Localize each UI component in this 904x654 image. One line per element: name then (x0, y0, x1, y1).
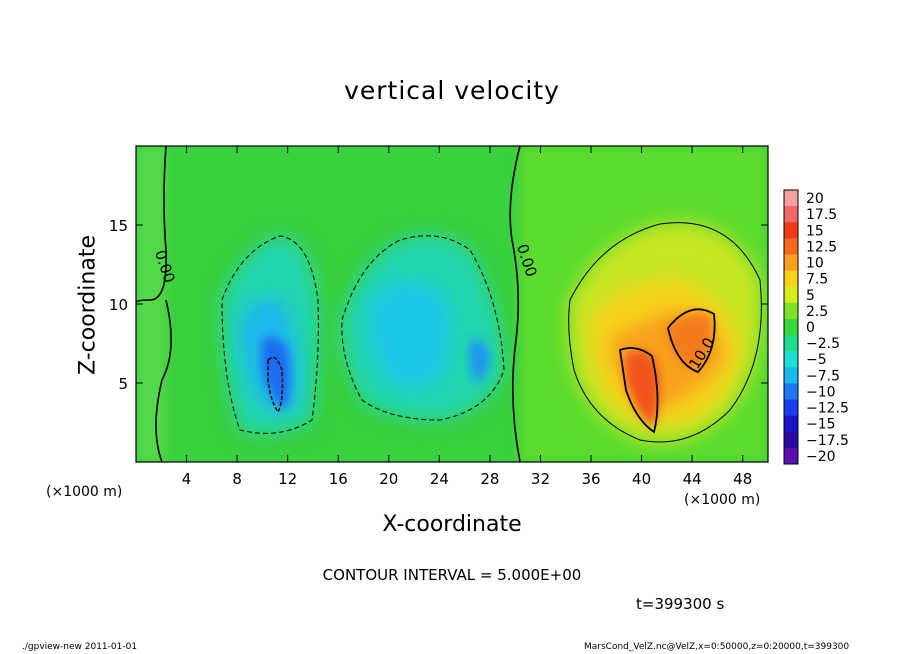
y-tick-label: 15 (109, 217, 128, 235)
x-tick-label: 40 (632, 470, 651, 488)
colorbar-swatch (784, 206, 798, 223)
x-tick-label: 4 (182, 470, 192, 488)
colorbar-label: 2.5 (806, 304, 828, 320)
footer-right: MarsCond_VelZ.nc@VelZ,x=0:50000,z=0:2000… (584, 642, 850, 652)
colorbar-swatch (784, 351, 798, 368)
x-unit-left: (×1000 m) (46, 484, 123, 500)
colorbar-swatch (784, 367, 798, 384)
colorbar-label: −7.5 (806, 368, 840, 384)
colorbar-label: 5 (806, 288, 815, 304)
colorbar-swatch (784, 383, 798, 401)
colorbar-swatch (784, 254, 798, 272)
y-tick-label: 5 (118, 375, 128, 393)
colorbar-swatch (784, 238, 798, 255)
colorbar-swatch (784, 431, 798, 449)
x-tick-label: 24 (430, 470, 449, 488)
y-axis: 5 10 15 (109, 217, 768, 393)
colorbar-swatch (784, 399, 798, 417)
x-axis-label: X-coordinate (382, 512, 522, 537)
footer-left: ./gpview-new 2011-01-01 (22, 642, 138, 652)
colorbar-label: 7.5 (806, 272, 828, 288)
colorbar-swatch (784, 222, 798, 239)
x-tick-label: 28 (480, 470, 499, 488)
x-tick-label: 32 (531, 470, 550, 488)
colorbar-label: 10 (806, 256, 824, 272)
heatmap-field (136, 146, 768, 462)
x-unit-right: (×1000 m) (684, 492, 761, 508)
colorbar-label: 20 (806, 191, 824, 207)
colorbar-label: 17.5 (806, 207, 837, 223)
x-tick-label: 20 (379, 470, 398, 488)
x-tick-label: 48 (733, 470, 752, 488)
colorbar-swatch (784, 318, 798, 336)
colorbar-label: −2.5 (806, 336, 840, 352)
colorbar-swatch (784, 190, 798, 207)
colorbar-label: 12.5 (806, 239, 837, 255)
colorbar-swatch (784, 447, 798, 465)
y-tick-label: 10 (109, 296, 128, 314)
colorbar-frame (783, 189, 799, 465)
colorbar-label: −10 (806, 384, 836, 400)
colorbar-label: −15 (806, 417, 836, 433)
colorbar-swatch (784, 335, 798, 352)
colorbar-swatch (784, 286, 798, 304)
colorbar-swatch (784, 302, 798, 320)
colorbar: 2017.51512.5107.552.50−2.5−5−7.5−10−12.5… (783, 189, 849, 465)
y-axis-label: Z-coordinate (75, 235, 101, 375)
x-tick-label: 12 (278, 470, 297, 488)
x-tick-label: 36 (581, 470, 600, 488)
chart-title: vertical velocity (344, 76, 560, 105)
x-tick-label: 44 (683, 470, 702, 488)
x-axis: 4 8 12 16 20 24 28 32 36 40 44 48 (182, 146, 752, 488)
x-tick-label: 8 (232, 470, 242, 488)
colorbar-swatch (784, 270, 798, 288)
colorbar-label: −12.5 (806, 401, 849, 417)
colorbar-label: −5 (806, 352, 827, 368)
x-tick-label: 16 (329, 470, 348, 488)
contour-interval: CONTOUR INTERVAL = 5.000E+00 (322, 566, 582, 584)
time-stamp: t=399300 s (636, 595, 725, 613)
colorbar-label: −20 (806, 449, 836, 465)
colorbar-label: −17.5 (806, 433, 849, 449)
colorbar-swatch (784, 415, 798, 433)
colorbar-label: 0 (806, 320, 815, 336)
colorbar-label: 15 (806, 223, 824, 239)
